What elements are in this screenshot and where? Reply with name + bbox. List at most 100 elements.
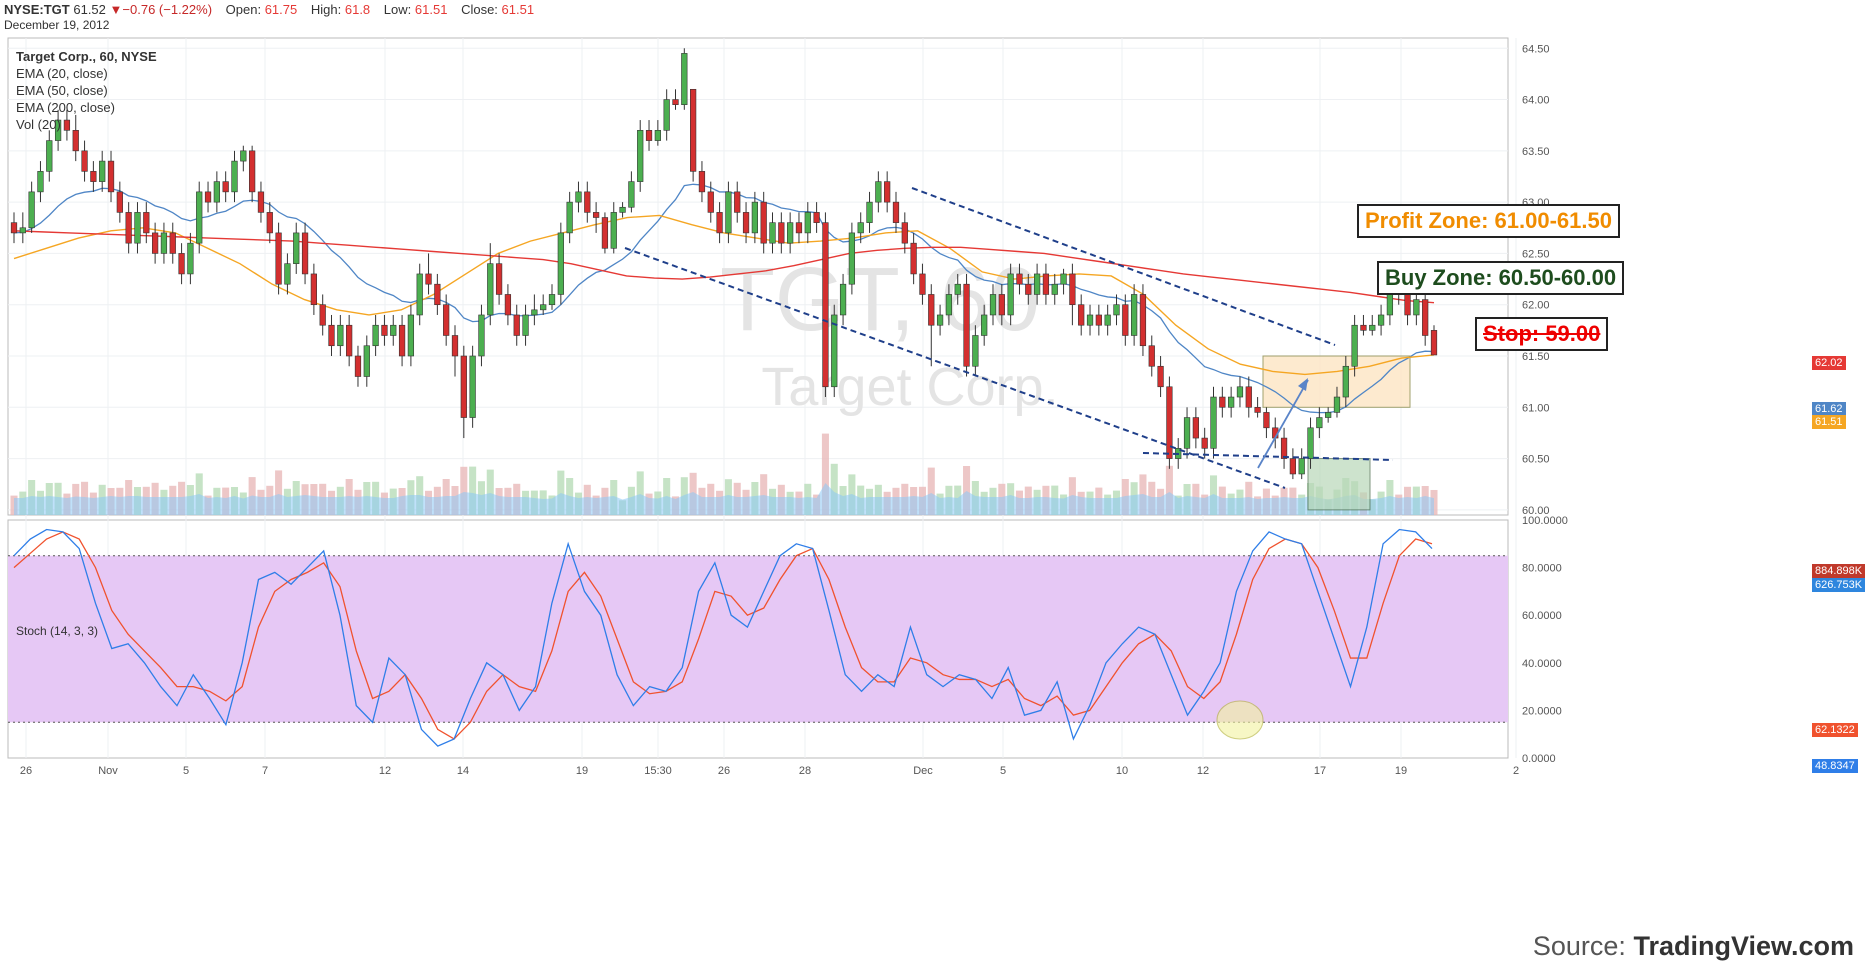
- candle-body: [901, 222, 908, 244]
- candle-body: [504, 294, 512, 316]
- ema200-price-label: 62.02: [1812, 356, 1846, 370]
- oversold-highlight: [1216, 700, 1264, 740]
- candle-body: [151, 232, 159, 254]
- y-tick-label: 61.00: [1522, 402, 1550, 414]
- candle-body: [540, 304, 547, 311]
- stoch-k-label: 48.8347: [1812, 759, 1858, 773]
- candle-body: [196, 191, 203, 244]
- x-tick-label: Dec: [913, 765, 933, 777]
- candle-body: [998, 294, 1005, 316]
- candle-body: [1422, 299, 1429, 336]
- y-tick-label: 64.50: [1522, 43, 1550, 55]
- x-tick-label: 12: [379, 765, 391, 777]
- candle-body: [584, 191, 591, 213]
- candle-body: [619, 206, 626, 213]
- candle-body: [63, 119, 71, 131]
- candle-body: [575, 191, 582, 203]
- x-tick-label: 26: [718, 765, 730, 777]
- x-tick-label: 12: [1197, 765, 1209, 777]
- last-price: 61.52: [73, 2, 106, 17]
- legend-title[interactable]: Target Corp., 60, NYSE: [16, 49, 157, 64]
- trade-zones: [1262, 355, 1411, 511]
- candle-body: [160, 232, 168, 254]
- candle-body: [1377, 314, 1385, 326]
- candle-body: [1333, 396, 1341, 413]
- candle-body: [1210, 396, 1217, 449]
- candle-body: [866, 201, 873, 223]
- candles: [10, 48, 1438, 480]
- stoch-legend[interactable]: Stoch (14, 3, 3): [16, 624, 99, 638]
- stoch-tick-label: 20.0000: [1522, 705, 1562, 717]
- candle-body: [1104, 314, 1111, 326]
- candle-body: [557, 232, 564, 295]
- legend-item-ema200[interactable]: EMA (200, close): [16, 100, 115, 115]
- close-label: Close:: [461, 2, 498, 17]
- candle-body: [398, 324, 406, 357]
- candle-body: [337, 324, 344, 347]
- x-tick-label: 10: [1116, 765, 1128, 777]
- volume-bar: [275, 470, 283, 515]
- candle-body: [1404, 294, 1411, 316]
- ema20-price-label: 61.62: [1812, 402, 1846, 416]
- candle-body: [301, 232, 309, 275]
- x-tick-label: 19: [1395, 765, 1407, 777]
- candle-body: [125, 212, 132, 244]
- buy-zone-box: [1307, 458, 1371, 511]
- candle-body: [989, 294, 997, 316]
- candle-body: [1325, 412, 1332, 418]
- volume-bar: [760, 474, 768, 515]
- x-tick-label: 17: [1314, 765, 1326, 777]
- candle-body: [690, 88, 697, 172]
- candle-body: [1166, 386, 1173, 459]
- candle-body: [346, 324, 353, 357]
- candle-body: [1078, 304, 1085, 326]
- candle-body: [81, 150, 88, 172]
- candle-body: [787, 222, 794, 244]
- high-value: 61.8: [344, 2, 371, 17]
- candle-body: [884, 181, 891, 203]
- legend-item-vol[interactable]: Vol (20): [16, 117, 61, 132]
- candle-body: [645, 130, 653, 141]
- stop-label: Stop: 59.00: [1475, 317, 1609, 351]
- candle-body: [1316, 417, 1323, 429]
- candle-body: [28, 191, 35, 229]
- candle-body: [981, 314, 988, 336]
- x-tick-label: 14: [457, 765, 469, 777]
- candle-body: [72, 130, 79, 152]
- y-tick-label: 61.50: [1522, 351, 1550, 363]
- volume-ma-label: 626.753K: [1812, 578, 1866, 592]
- candle-body: [1307, 427, 1314, 459]
- candle-body: [1289, 458, 1297, 475]
- low-label: Low:: [383, 2, 412, 17]
- ema50-line: [13, 214, 1435, 376]
- candle-body: [478, 314, 485, 357]
- ema20-line: [13, 183, 1435, 414]
- candle-body: [522, 314, 529, 336]
- y-tick-label: 60.50: [1522, 454, 1550, 466]
- candle-body: [1113, 304, 1120, 316]
- candle-body: [266, 212, 273, 234]
- candle-body: [1369, 324, 1376, 331]
- candle-body: [310, 273, 317, 306]
- volume-bar: [460, 466, 468, 515]
- candle-body: [416, 273, 423, 316]
- candle-body: [963, 283, 970, 367]
- candle-body: [839, 283, 847, 316]
- candle-body: [240, 150, 247, 162]
- legend-item-ema50[interactable]: EMA (50, close): [16, 83, 108, 98]
- y-tick-label: 60.00: [1522, 505, 1550, 517]
- symbol-header: NYSE:TGT 61.52 ▼−0.76 (−1.22%) Open: 61.…: [4, 2, 534, 17]
- candle-body: [954, 283, 961, 295]
- x-tick-label: 28: [799, 765, 811, 777]
- legend-item-ema20[interactable]: EMA (20, close): [16, 66, 108, 81]
- candle-body: [10, 222, 18, 234]
- candle-body: [37, 171, 44, 193]
- y-tick-label: 62.50: [1522, 248, 1550, 260]
- candle-body: [813, 212, 820, 223]
- candle-body: [390, 324, 397, 336]
- stoch-tick-label: 60.0000: [1522, 610, 1562, 622]
- candle-body: [513, 314, 520, 336]
- candle-body: [734, 191, 741, 213]
- candle-body: [892, 201, 900, 223]
